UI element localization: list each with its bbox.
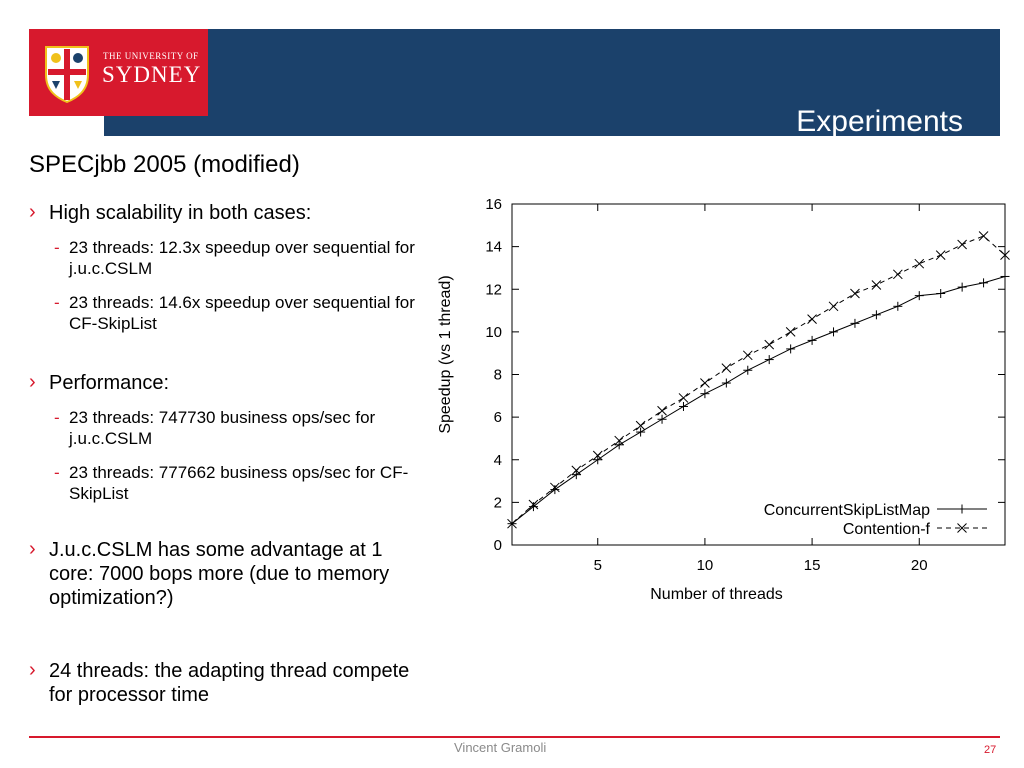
bullet-group-4: › 24 threads: the adapting thread compete… bbox=[29, 659, 429, 707]
cross-marker bbox=[571, 465, 582, 476]
sub-bullet-text: 23 threads: 12.3x speedup over sequentia… bbox=[69, 238, 415, 278]
cross-marker bbox=[528, 499, 539, 510]
bullet-text: Performance: bbox=[49, 372, 170, 394]
footer-divider bbox=[29, 736, 1000, 738]
sub-bullet-marker: - bbox=[54, 238, 60, 257]
cross-marker bbox=[935, 250, 946, 261]
cross-marker bbox=[742, 350, 753, 361]
bullet-item: › Performance: bbox=[29, 371, 429, 395]
sub-bullet-marker: - bbox=[54, 408, 60, 427]
y-tick-label: 10 bbox=[485, 324, 502, 341]
y-tick-label: 16 bbox=[485, 196, 502, 213]
bullet-marker: › bbox=[29, 659, 36, 681]
bullet-group-2: › Performance: -23 threads: 747730 busine… bbox=[29, 371, 429, 504]
sub-bullet-item: -23 threads: 14.6x speedup over sequenti… bbox=[29, 292, 429, 334]
y-tick-label: 6 bbox=[494, 409, 502, 426]
series-line bbox=[511, 235, 1006, 525]
sub-bullet-item: -23 threads: 12.3x speedup over sequenti… bbox=[29, 237, 429, 279]
sub-bullet-item: -23 threads: 747730 business ops/sec for… bbox=[29, 407, 429, 449]
chart-legend: ConcurrentSkipListMap Contention-f bbox=[764, 502, 987, 538]
legend-label: ConcurrentSkipListMap bbox=[764, 502, 930, 519]
bullet-text: 24 threads: the adapting thread compete … bbox=[49, 660, 410, 706]
y-tick-label: 12 bbox=[485, 281, 502, 298]
logo-line-small: THE UNIVERSITY OF bbox=[103, 51, 199, 61]
sub-bullet-text: 23 threads: 14.6x speedup over sequentia… bbox=[69, 293, 415, 333]
footer-author: Vincent Gramoli bbox=[454, 740, 547, 755]
cross-marker bbox=[957, 523, 967, 533]
cross-marker bbox=[871, 280, 882, 290]
bullet-marker: › bbox=[29, 371, 36, 393]
legend-label: Contention-f bbox=[843, 521, 931, 538]
cross-marker bbox=[807, 314, 817, 324]
slide-subtitle: SPECjbb 2005 (modified) bbox=[29, 151, 300, 178]
cross-marker bbox=[892, 269, 903, 280]
sub-bullet-marker: - bbox=[54, 293, 60, 312]
speedup-chart: 0 2 4 6 8 10 12 14 16 5 10 15 20 Speedup (vs 1 threa… bbox=[437, 196, 1010, 603]
y-tick-label: 2 bbox=[494, 494, 502, 511]
page-number: 27 bbox=[984, 744, 997, 756]
cross-marker bbox=[700, 378, 710, 388]
cross-marker bbox=[850, 288, 860, 299]
cross-marker bbox=[764, 339, 775, 350]
y-tick-label: 0 bbox=[494, 537, 502, 554]
cross-marker bbox=[592, 450, 603, 461]
y-tick-label: 4 bbox=[494, 452, 502, 469]
cross-marker bbox=[635, 420, 646, 431]
cross-marker bbox=[828, 301, 839, 312]
sub-bullet-text: 23 threads: 777662 business ops/sec for … bbox=[69, 463, 409, 503]
bullet-marker: › bbox=[29, 201, 36, 223]
plot-frame bbox=[511, 203, 1006, 546]
x-tick-label: 5 bbox=[594, 557, 602, 574]
cross-marker bbox=[721, 363, 732, 373]
bullet-marker: › bbox=[29, 538, 36, 560]
cross-marker bbox=[914, 258, 925, 269]
bullet-item: › High scalability in both cases: bbox=[29, 201, 429, 225]
bullet-group-1: › High scalability in both cases: -23 thr… bbox=[29, 201, 429, 334]
sub-bullet-item: -23 threads: 777662 business ops/sec for… bbox=[29, 462, 429, 504]
cross-marker bbox=[957, 239, 967, 250]
bullet-item: › 24 threads: the adapting thread compete… bbox=[29, 659, 429, 707]
chart-series bbox=[507, 231, 1010, 529]
sub-bullet-text: 23 threads: 747730 business ops/sec for … bbox=[69, 408, 376, 448]
cross-marker bbox=[657, 405, 667, 416]
bullet-text: High scalability in both cases: bbox=[49, 202, 312, 224]
slide-title: Experiments bbox=[796, 105, 963, 138]
series-line bbox=[511, 275, 1006, 525]
y-tick-label: 14 bbox=[485, 239, 502, 256]
header-bar: Experiments bbox=[104, 29, 1000, 138]
logo-line-big: SYDNEY bbox=[102, 62, 202, 87]
bullet-text: J.u.c.CSLM has some advantage at 1 core:… bbox=[49, 539, 390, 609]
x-tick-label: 15 bbox=[804, 557, 821, 574]
x-axis-label: Number of threads bbox=[650, 586, 783, 603]
cross-marker bbox=[550, 482, 560, 493]
x-tick-label: 20 bbox=[911, 557, 928, 574]
sub-bullet-marker: - bbox=[54, 463, 60, 482]
y-axis-label: Speedup (vs 1 thread) bbox=[437, 275, 454, 433]
chart-axes: 0 2 4 6 8 10 12 14 16 5 10 15 20 bbox=[485, 196, 1005, 574]
cross-marker bbox=[785, 327, 796, 337]
y-tick-label: 8 bbox=[494, 367, 502, 384]
cross-marker bbox=[507, 518, 517, 529]
bullet-item: › J.u.c.CSLM has some advantage at 1 core… bbox=[29, 538, 429, 610]
cross-marker bbox=[614, 435, 625, 446]
crest-icon bbox=[45, 46, 89, 103]
cross-marker bbox=[678, 393, 689, 403]
cross-marker bbox=[1000, 250, 1010, 261]
bullet-group-3: › J.u.c.CSLM has some advantage at 1 core… bbox=[29, 538, 429, 610]
x-tick-label: 10 bbox=[697, 557, 714, 574]
university-logo: THE UNIVERSITY OF SYDNEY bbox=[29, 29, 208, 116]
cross-marker bbox=[978, 231, 989, 241]
